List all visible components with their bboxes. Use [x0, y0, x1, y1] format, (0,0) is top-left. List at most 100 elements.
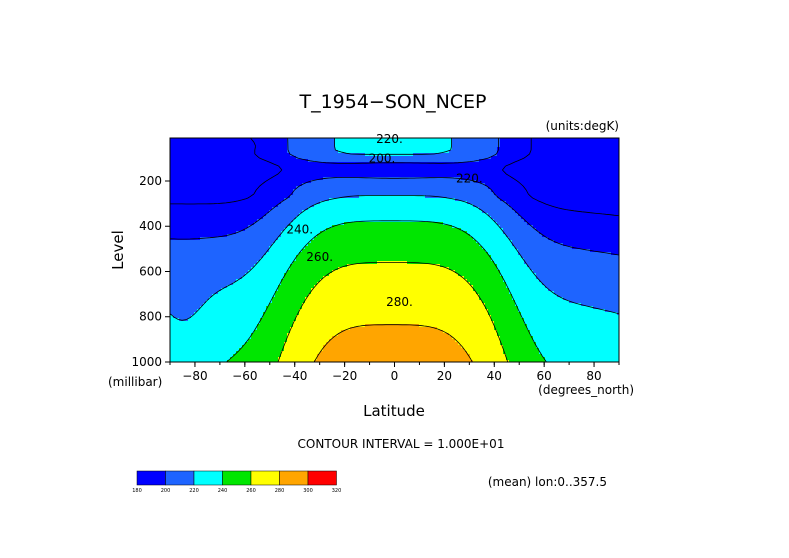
contour-fill-cell [395, 222, 399, 262]
contour-fill-cell [533, 228, 537, 274]
contour-fill-cell [497, 225, 501, 271]
contour-fill-cell [506, 288, 510, 361]
contour-fill-cell [401, 177, 405, 196]
x-tick-label: 60 [537, 369, 552, 383]
contour-fill-cell [389, 156, 393, 163]
contour-fill-cell [608, 252, 612, 313]
contour-fill-cell [437, 198, 441, 223]
contour-fill-cell [380, 222, 384, 262]
contour-fill-cell [425, 264, 429, 328]
contour-fill-cell [458, 138, 462, 163]
contour-fill-cell [230, 138, 234, 235]
contour-fill-cell [449, 336, 453, 362]
contour-fill-cell [407, 156, 411, 163]
contour-fill-cell [530, 270, 534, 337]
contour-fill-cell [491, 219, 495, 262]
contour-fill-cell [452, 162, 456, 178]
contour-fill-cell [377, 195, 381, 223]
contour-fill-cell [410, 138, 414, 157]
legend-level-label: 240 [218, 488, 228, 494]
contour-fill-cell [266, 306, 270, 362]
contour-fill-cell [611, 312, 615, 362]
contour-fill-cell [617, 138, 619, 256]
contour-fill-cell [353, 138, 357, 154]
contour-fill-cell [200, 237, 204, 307]
contour-fill-cell [341, 330, 345, 362]
contour-fill-cell [593, 309, 597, 362]
contour-fill-cell [440, 153, 444, 163]
contour-fill-cell [371, 162, 375, 178]
contour-fill-cell [491, 192, 495, 220]
contour-fill-cell [311, 162, 315, 181]
contour-fill-cell [383, 261, 387, 325]
contour-fill-cell [611, 138, 615, 256]
contour-fill-cell [449, 162, 453, 178]
contour-fill-cell [305, 210, 309, 247]
contour-fill-cell [191, 315, 195, 362]
contour-label: 240. [286, 223, 313, 237]
contour-fill-cell [365, 324, 369, 362]
contour-fill-cell [551, 240, 555, 292]
contour-fill-cell [269, 138, 273, 211]
contour-fill-cell [362, 162, 366, 178]
contour-fill-cell [203, 138, 207, 238]
contour-fill-cell [527, 225, 531, 268]
contour-fill-cell [434, 327, 438, 362]
contour-fill-cell [614, 255, 618, 313]
contour-fill-cell [443, 138, 447, 154]
contour-fill-cell [554, 294, 558, 362]
contour-fill-cell [371, 156, 375, 163]
contour-fill-cell [458, 177, 462, 202]
x-tick-label: 20 [437, 369, 452, 383]
contour-fill-cell [302, 303, 306, 362]
plot-area: 220. 200. 220. 240. 260. 280. [169, 132, 620, 363]
contour-fill-cell [467, 282, 471, 355]
contour-fill-cell [536, 231, 540, 280]
contour-fill-cell [335, 225, 339, 271]
contour-fill-cell [503, 234, 507, 283]
contour-fill-cell [275, 291, 279, 362]
contour-fill-cell [350, 162, 354, 178]
contour-fill-cell [443, 225, 447, 268]
contour-fill-cell [446, 225, 450, 268]
contour-fill-cell [449, 177, 453, 199]
contour-fill-cell [380, 156, 384, 163]
contour-fill-cell [548, 291, 552, 362]
contour-fill-cell [209, 138, 213, 238]
contour-fill-cell [323, 162, 327, 178]
contour-fill-cell [410, 156, 414, 163]
contour-fill-cell [332, 225, 336, 271]
contour-fill-cell [185, 321, 189, 362]
contour-fill-cell [398, 177, 402, 196]
contour-fill-cell [452, 177, 456, 199]
contour-fill-cell [308, 162, 312, 184]
contour-fill-cell [326, 138, 330, 163]
x-tick-label: 80 [586, 369, 601, 383]
contour-fill-cell [452, 270, 456, 340]
contour-fill-cell [566, 138, 570, 247]
contour-fill-cell [299, 186, 303, 214]
contour-fill-cell [368, 264, 372, 325]
contour-fill-cell [479, 183, 483, 211]
contour-fill-cell [344, 267, 348, 331]
contour-fill-cell [329, 162, 333, 178]
contour-fill-cell [413, 138, 417, 154]
contour-fill-cell [284, 138, 288, 199]
contour-fill-cell [497, 336, 501, 362]
contour-fill-cell [515, 213, 519, 250]
contour-fill-cell [314, 138, 318, 163]
contour-fill-cell [386, 222, 390, 262]
contour-fill-cell [422, 177, 426, 196]
y-tick-label: 600 [139, 264, 162, 278]
contour-fill-cell [500, 138, 504, 202]
contour-fill-cell [338, 138, 342, 154]
contour-fill-cell [419, 138, 423, 154]
contour-fill-cell [272, 243, 276, 298]
contour-fill-cell [368, 138, 372, 157]
contour-fill-cell [233, 354, 237, 362]
contour-fill-cell [371, 177, 375, 196]
contour-fill-cell [380, 177, 384, 196]
contour-fill-cell [464, 180, 468, 202]
contour-fill-cell [200, 138, 204, 238]
